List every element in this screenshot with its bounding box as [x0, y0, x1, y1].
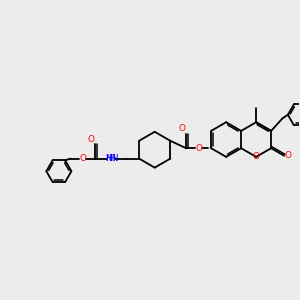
Text: O: O [79, 154, 86, 163]
Text: O: O [284, 151, 292, 160]
Text: N: N [105, 154, 112, 163]
Text: H: H [108, 154, 115, 163]
Text: O: O [195, 144, 202, 153]
Text: O: O [178, 124, 185, 133]
Text: O: O [253, 152, 260, 161]
Text: O: O [87, 135, 94, 144]
Text: HN: HN [105, 154, 119, 163]
